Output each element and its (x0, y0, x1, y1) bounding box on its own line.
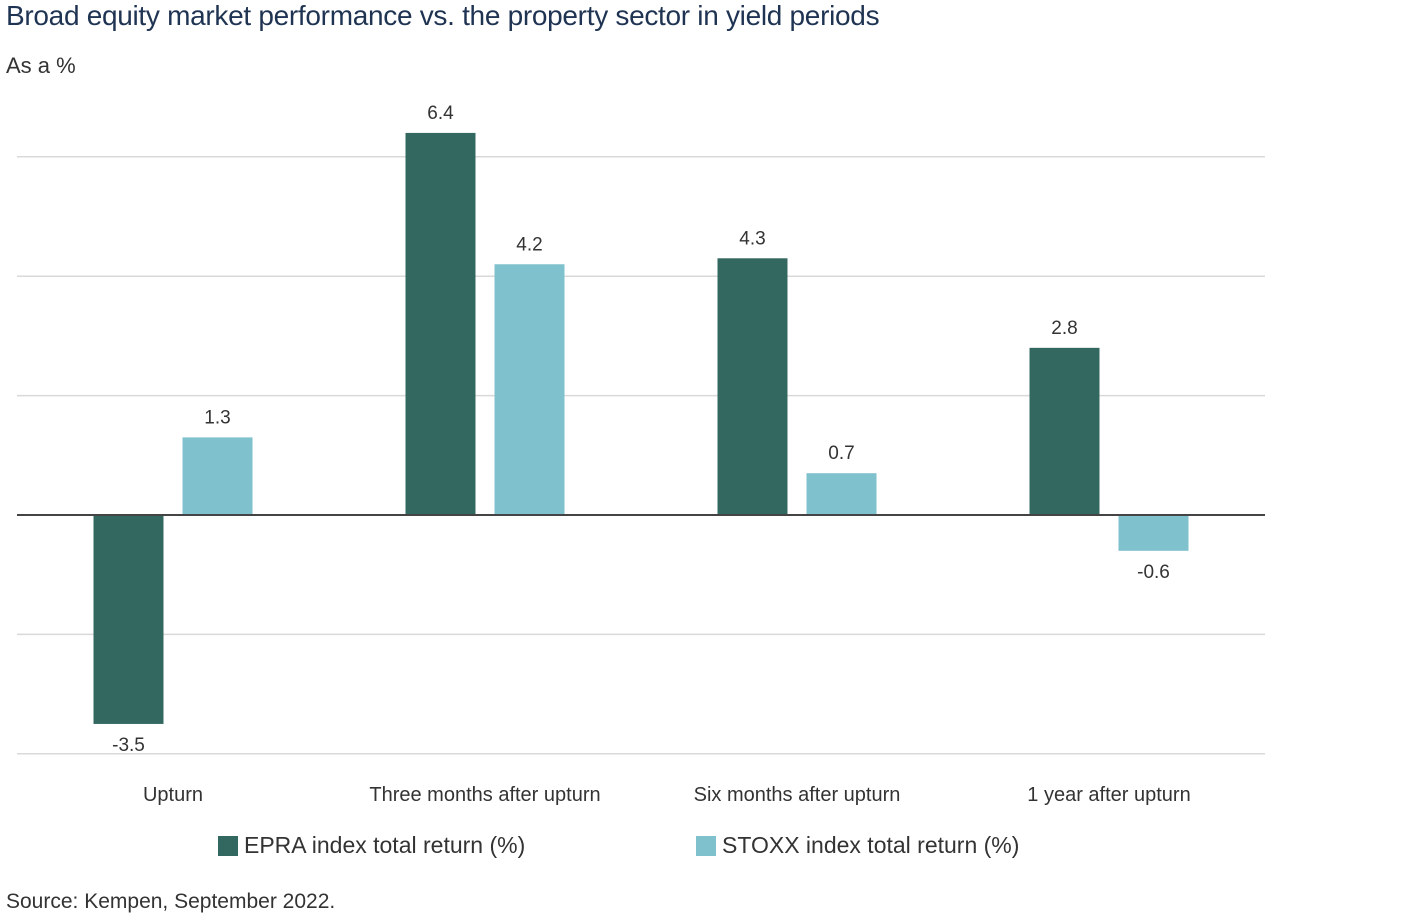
data-label: 4.3 (739, 228, 765, 249)
bar-series-1-category-4 (1029, 347, 1100, 515)
legend-label-epra: EPRA index total return (%) (244, 832, 526, 858)
bar-series-1-category-2 (405, 132, 476, 516)
category-labels: Upturn Three months after upturn Six month… (143, 784, 1191, 806)
legend-item-stoxx: STOXX index total return (%) (696, 832, 1019, 859)
category-label: Three months after upturn (369, 784, 600, 806)
bar-series-2-category-2 (494, 264, 565, 515)
data-label: 4.2 (516, 234, 542, 255)
bar-series-2-category-3 (806, 473, 877, 515)
data-label: 1.3 (204, 407, 230, 428)
bar-series-2-category-1 (182, 437, 253, 515)
bar-series-1-category-3 (717, 258, 788, 515)
data-labels: -3.5 1.3 6.4 4.2 4.3 0.7 2.8 -0.6 (112, 103, 1170, 756)
data-label: 2.8 (1051, 318, 1077, 339)
legend-swatch-epra (218, 835, 238, 856)
chart-title: Broad equity market performance vs. the … (6, 0, 880, 31)
legend-label-stoxx: STOXX index total return (%) (722, 832, 1020, 858)
data-label: 0.7 (828, 443, 854, 464)
category-label: Upturn (143, 784, 203, 806)
bar-chart: -3.5 1.3 6.4 4.2 4.3 0.7 2.8 -0.6 Upturn Three m… (17, 103, 1265, 806)
category-label: Six months after upturn (694, 784, 901, 806)
bar-series-1-category-1 (93, 515, 164, 724)
data-label: -3.5 (112, 735, 145, 756)
data-label: 6.4 (427, 103, 454, 124)
bars (93, 132, 1189, 724)
chart-subtitle: As a % (6, 53, 76, 78)
category-label: 1 year after upturn (1027, 784, 1190, 806)
source-note: Source: Kempen, September 2022. (6, 890, 336, 913)
bar-series-2-category-4 (1118, 515, 1189, 551)
legend: EPRA index total return (%) STOXX index … (0, 832, 1428, 866)
data-label: -0.6 (1137, 562, 1170, 583)
legend-swatch-stoxx (696, 835, 716, 856)
legend-item-epra: EPRA index total return (%) (218, 832, 525, 859)
